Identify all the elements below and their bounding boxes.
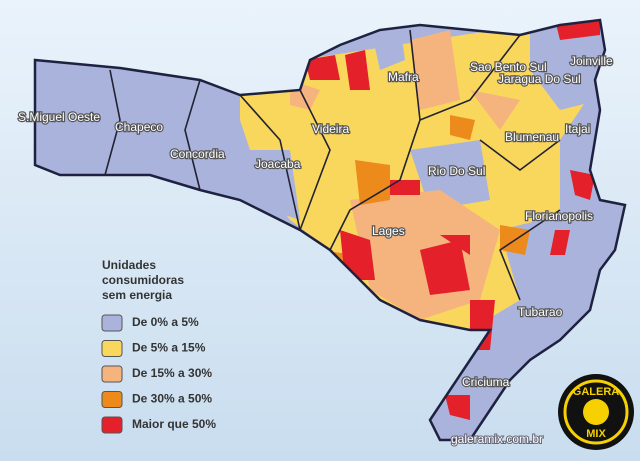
city-label: Sao Bento Sul [470, 60, 547, 74]
city-label: Florianopolis [525, 209, 593, 223]
logo: GALERA MIX [558, 374, 634, 450]
city-label: S.Miguel Oeste [18, 110, 100, 124]
legend-title: consumidoras [102, 273, 184, 287]
logo-bottom: MIX [586, 428, 606, 440]
legend-label: Maior que 50% [132, 417, 216, 431]
city-label: Joacaba [255, 157, 301, 171]
city-label: Tubarao [518, 305, 563, 319]
legend-label: De 15% a 30% [132, 366, 212, 380]
legend-swatch [101, 340, 123, 357]
legend-title: sem energia [102, 288, 172, 302]
city-label: Criciuma [462, 375, 510, 389]
city-label: Itajai [565, 122, 590, 136]
city-label: Jaragua Do Sul [498, 72, 581, 86]
legend-swatch [101, 416, 123, 434]
logo-top: GALERA [573, 386, 620, 398]
legend-swatch [101, 365, 123, 383]
legend-label: De 5% a 15% [132, 341, 206, 355]
legend-title: Unidades [102, 258, 156, 272]
city-label: Chapeco [115, 120, 163, 134]
legend-label: De 0% a 5% [132, 315, 199, 329]
city-label: Mafra [388, 70, 419, 84]
city-label: Lages [372, 224, 405, 238]
city-labels: S.Miguel Oeste Chapeco Concordia Joacaba Vid… [17, 53, 614, 390]
city-label: Videira [312, 122, 349, 136]
legend-swatch [101, 391, 123, 408]
legend-label: De 30% a 50% [132, 392, 212, 406]
watermark: galeramix.com.br [451, 432, 543, 446]
legend-swatch [101, 314, 123, 332]
city-label: Rio Do Sul [428, 164, 485, 178]
city-label: Joinville [570, 54, 613, 68]
city-label: Blumenau [505, 130, 559, 144]
city-label: Concordia [170, 147, 225, 161]
